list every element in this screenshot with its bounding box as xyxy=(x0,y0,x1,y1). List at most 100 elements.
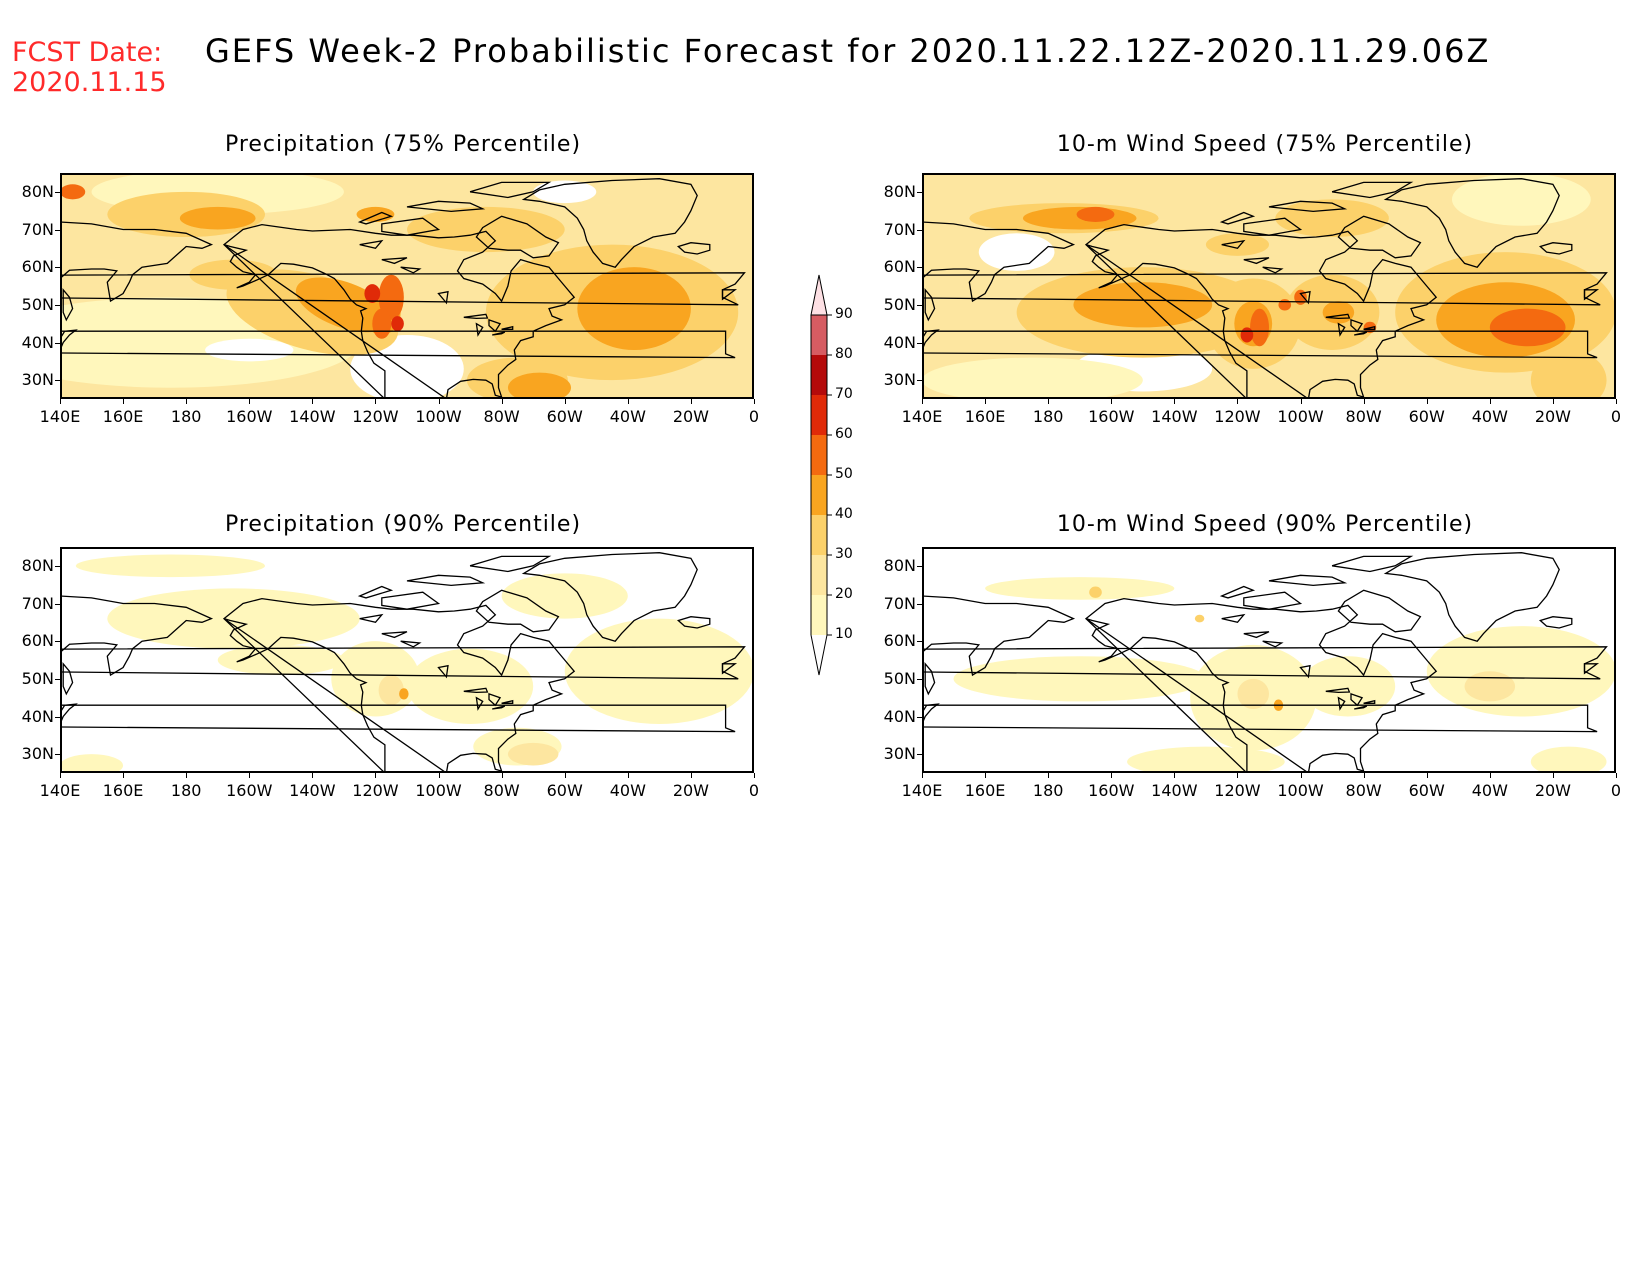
probability-contour-fill xyxy=(364,284,381,303)
colorbar-level-label: 60 xyxy=(835,426,853,442)
map-wind-75 xyxy=(922,173,1616,399)
lon-tick-mark xyxy=(123,399,125,404)
lon-tick-mark xyxy=(375,399,377,404)
lon-tick-label: 140W xyxy=(289,781,336,800)
probability-contour-fill xyxy=(62,184,86,200)
lat-tick-mark xyxy=(917,678,922,680)
lon-tick-label: 180 xyxy=(1032,407,1064,426)
lon-tick-mark xyxy=(1616,773,1617,778)
colorbar-segment xyxy=(811,515,827,555)
lon-tick-mark xyxy=(1363,773,1365,778)
coastline xyxy=(1268,200,1348,213)
coastline xyxy=(1383,178,1560,268)
lat-tick-mark xyxy=(55,342,60,344)
lon-tick-mark xyxy=(186,399,188,404)
lon-tick-label: 140W xyxy=(289,407,336,426)
colorbar-level-label: 40 xyxy=(835,506,853,522)
probability-contour-fill xyxy=(1250,308,1269,347)
coastline xyxy=(676,616,711,629)
lon-tick-label: 140E xyxy=(39,407,81,426)
coastline xyxy=(62,704,736,733)
lon-tick-label: 80W xyxy=(1345,407,1382,426)
coastline xyxy=(475,215,560,259)
lon-tick-label: 0 xyxy=(748,781,760,800)
probability-contour-fill xyxy=(1194,614,1205,623)
lon-tick-label: 120W xyxy=(352,407,399,426)
coastline xyxy=(1337,322,1346,337)
coastline xyxy=(223,243,386,397)
lat-tick-label: 40N xyxy=(21,706,54,726)
lon-tick-mark xyxy=(922,773,923,778)
lon-tick-mark xyxy=(754,399,755,404)
lon-tick-mark xyxy=(564,399,566,404)
lon-tick-mark xyxy=(60,399,61,404)
lon-tick-label: 80W xyxy=(483,781,520,800)
colorbar-min-triangle xyxy=(810,634,828,676)
lon-tick-label: 80W xyxy=(1345,781,1382,800)
map-precip-90 xyxy=(60,547,754,773)
colorbar-segment xyxy=(811,355,827,395)
coastline xyxy=(62,646,746,680)
coastline xyxy=(1085,243,1248,397)
lat-tick-label: 30N xyxy=(21,744,54,764)
lon-tick-mark xyxy=(1552,773,1554,778)
coastline xyxy=(1262,266,1284,274)
probability-contour-fill xyxy=(1300,656,1396,717)
lon-tick-label: 0 xyxy=(748,407,760,426)
lon-tick-mark xyxy=(1237,773,1239,778)
coastline xyxy=(1325,687,1351,694)
panel-title-precip-75: Precipitation (75% Percentile) xyxy=(224,132,582,157)
colorbar-segment xyxy=(811,475,827,515)
lon-tick-mark xyxy=(312,399,314,404)
coastline xyxy=(400,266,422,274)
lon-tick-label: 180 xyxy=(1032,781,1064,800)
coastline xyxy=(463,687,489,694)
probability-contour-fill xyxy=(1530,350,1607,397)
coastline xyxy=(1337,696,1346,711)
lat-tick-label: 60N xyxy=(21,257,54,277)
lon-tick-label: 100W xyxy=(415,781,462,800)
coastline xyxy=(359,613,384,624)
colorbar-level-label: 80 xyxy=(835,346,853,362)
probability-contour-fill xyxy=(1076,206,1115,222)
probability-contour-fill xyxy=(407,206,565,253)
lat-tick-label: 70N xyxy=(883,219,916,239)
coastline xyxy=(223,617,386,771)
coastline xyxy=(1243,257,1270,265)
lon-tick-mark xyxy=(1489,773,1491,778)
colorbar-segment xyxy=(811,315,827,355)
lon-tick-mark xyxy=(1363,399,1365,404)
map-graphic xyxy=(62,175,752,397)
lon-tick-label: 140W xyxy=(1151,407,1198,426)
coastline xyxy=(501,325,514,330)
lon-tick-label: 60W xyxy=(1408,781,1445,800)
coastline xyxy=(1337,215,1422,259)
lon-tick-mark xyxy=(312,773,314,778)
probability-contour-fill xyxy=(1240,327,1254,343)
lon-tick-label: 140W xyxy=(1151,781,1198,800)
map-graphic xyxy=(62,549,752,771)
lon-tick-label: 60W xyxy=(546,781,583,800)
coastline xyxy=(1243,217,1303,236)
coastline xyxy=(1084,597,1438,771)
coastline xyxy=(1350,318,1364,333)
lat-tick-label: 50N xyxy=(21,668,54,688)
coastline xyxy=(1331,181,1414,199)
forecast-date-block: FCST Date: 2020.11.15 xyxy=(12,38,167,98)
lat-tick-label: 50N xyxy=(21,294,54,314)
coastline xyxy=(1299,664,1311,679)
probability-contour-fill xyxy=(985,577,1175,600)
panel-title-wind-90: 10-m Wind Speed (90% Percentile) xyxy=(1056,512,1474,537)
colorbar-segment xyxy=(811,595,827,635)
lat-tick-mark xyxy=(917,342,922,344)
colorbar-max-triangle xyxy=(810,274,828,316)
lon-tick-mark xyxy=(501,773,503,778)
lon-tick-label: 160E xyxy=(964,781,1006,800)
lon-tick-mark xyxy=(1426,773,1428,778)
coastline xyxy=(475,589,560,633)
coastline xyxy=(1538,616,1573,629)
lon-tick-label: 60W xyxy=(546,407,583,426)
coastline xyxy=(62,595,214,677)
colorbar-segment xyxy=(811,395,827,435)
lon-tick-mark xyxy=(60,773,61,778)
